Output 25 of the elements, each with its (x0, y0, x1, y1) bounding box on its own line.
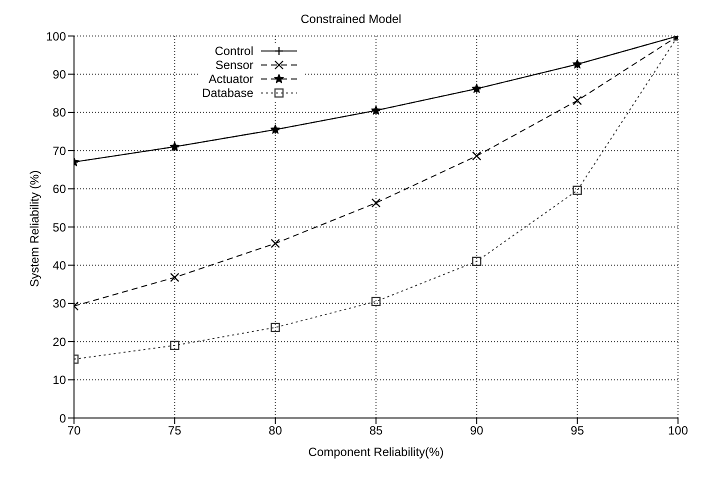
x-tick-label: 70 (67, 424, 81, 438)
x-tick-label: 90 (470, 424, 484, 438)
x-tick-label: 75 (168, 424, 182, 438)
y-tick-label: 80 (52, 106, 66, 120)
y-tick-label: 50 (52, 220, 66, 234)
x-tick-label: 85 (369, 424, 383, 438)
y-tick-label: 100 (46, 29, 66, 44)
y-tick-label: 90 (52, 67, 66, 82)
x-tick-label: 100 (668, 424, 688, 438)
legend-label: Sensor (215, 58, 254, 72)
chart-title: Constrained Model (300, 12, 402, 26)
legend-label: Database (202, 86, 254, 100)
x-tick-label: 95 (570, 424, 584, 438)
y-tick-label: 40 (52, 258, 66, 272)
y-tick-label: 10 (52, 373, 66, 388)
y-tick-label: 70 (52, 144, 66, 158)
legend-label: Actuator (208, 72, 254, 86)
x-tick-label: 80 (268, 424, 282, 438)
y-tick-label: 20 (52, 334, 66, 349)
y-axis-title: System Reliability (%) (27, 170, 42, 287)
y-tick-label: 60 (52, 182, 66, 196)
y-tick-label: 0 (59, 411, 66, 426)
x-axis-title: Component Reliability(%) (308, 445, 444, 459)
legend-label: Control (214, 44, 254, 58)
y-tick-label: 30 (52, 296, 66, 311)
